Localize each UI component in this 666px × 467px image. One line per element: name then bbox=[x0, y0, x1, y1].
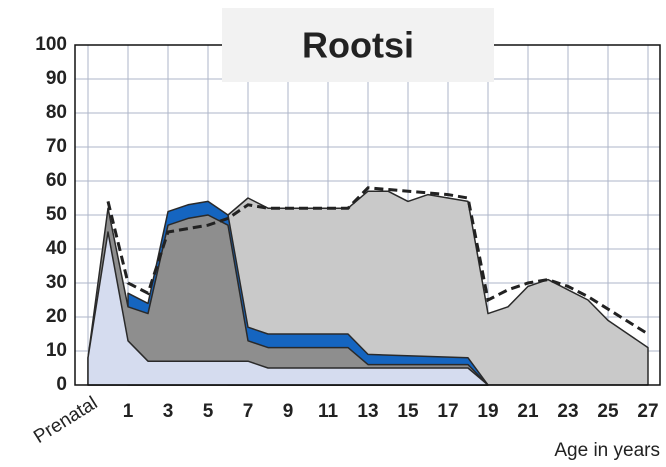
y-tick-label: 20 bbox=[46, 306, 67, 327]
x-tick-label: 23 bbox=[557, 401, 578, 422]
y-tick-label: 0 bbox=[56, 374, 67, 395]
x-tick-label: 17 bbox=[437, 401, 458, 422]
y-tick-label: 30 bbox=[46, 272, 67, 293]
dashed-line bbox=[106, 186, 649, 336]
y-tick-label: 10 bbox=[46, 340, 67, 361]
x-tick-label: 1 bbox=[123, 401, 134, 422]
x-tick-label: 13 bbox=[357, 401, 378, 422]
x-tick-label: 15 bbox=[397, 401, 419, 422]
x-axis-label: Age in years bbox=[554, 440, 660, 461]
y-tick-label: 60 bbox=[46, 170, 67, 191]
x-tick-label: 5 bbox=[203, 401, 214, 422]
x-tick-label: 11 bbox=[318, 401, 339, 422]
area bbox=[87, 207, 489, 386]
y-tick-label: 70 bbox=[46, 136, 67, 157]
y-tick-label: 90 bbox=[46, 68, 67, 89]
title-box bbox=[222, 8, 494, 82]
y-tick-label: 40 bbox=[46, 238, 67, 259]
y-tick-label: 80 bbox=[46, 102, 67, 123]
x-tick-label: 27 bbox=[637, 401, 658, 422]
x-tick-label: Prenatal bbox=[30, 393, 101, 448]
x-tick-label: 19 bbox=[477, 401, 498, 422]
x-tick-label: 3 bbox=[163, 401, 174, 422]
x-tick-label: 21 bbox=[517, 401, 539, 422]
y-tick-label: 50 bbox=[46, 204, 67, 225]
chart-title: Rootsi bbox=[302, 25, 414, 66]
x-tick-label: 25 bbox=[597, 401, 619, 422]
x-tick-label: 7 bbox=[243, 401, 254, 422]
x-tick-label: 9 bbox=[283, 401, 294, 422]
y-tick-label: 100 bbox=[35, 34, 67, 55]
